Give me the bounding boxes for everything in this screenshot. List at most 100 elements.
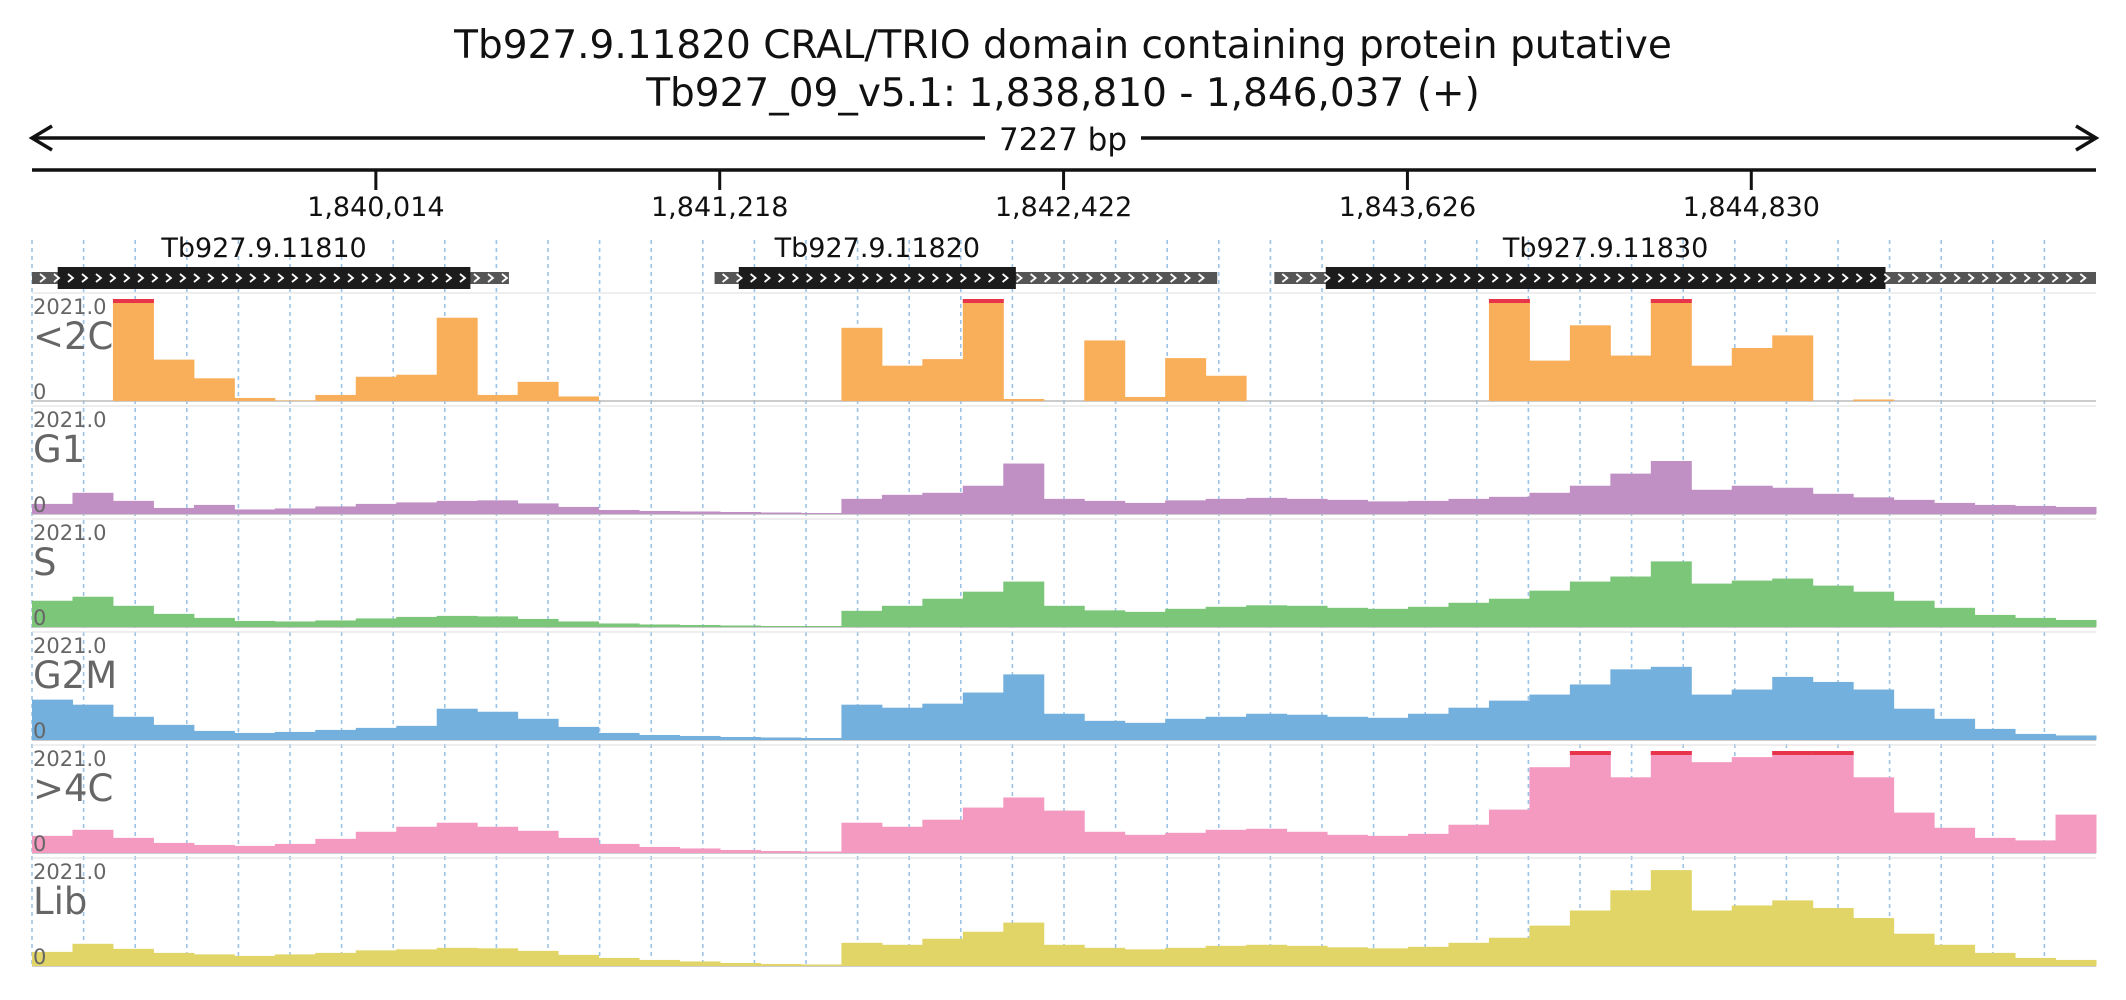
strand-arrow (834, 273, 842, 283)
strand-arrow (375, 273, 383, 283)
strand-arrow (1785, 273, 1793, 283)
coverage-bar-5-18 (760, 963, 802, 966)
coverage-bar-5-15 (639, 959, 681, 966)
strand-arrow (1142, 273, 1150, 283)
coverage-bar-0-39 (1610, 355, 1652, 401)
coverage-bar-1-40 (1650, 461, 1692, 514)
coverage-bar-3-16 (679, 735, 721, 740)
coverage-bar-4-37 (1529, 767, 1571, 853)
track-min-label-2: 0 (33, 606, 46, 630)
track-name-3: G2M (33, 654, 117, 697)
coverage-bar-4-20 (841, 822, 883, 853)
strand-arrow (1757, 273, 1765, 283)
coverage-bar-3-23 (962, 692, 1004, 740)
gene-1: Tb927.9.11820 (714, 233, 1218, 289)
coverage-bar-4-0 (32, 835, 73, 853)
coverage-bar-5-37 (1529, 925, 1571, 966)
coverage-bar-5-36 (1488, 937, 1530, 966)
coverage-bar-2-34 (1408, 606, 1449, 627)
coverage-bar-1-0 (32, 503, 73, 514)
coverage-bar-2-32 (1327, 607, 1369, 627)
coverage-bar-1-42 (1731, 485, 1773, 514)
strand-arrow (1114, 273, 1122, 283)
coverage-bar-2-19 (800, 625, 842, 627)
coverage-bar-1-39 (1610, 473, 1652, 514)
strand-arrow (1813, 273, 1821, 283)
coverage-bar-3-26 (1084, 720, 1126, 740)
coverage-bar-0-4 (193, 378, 235, 401)
coverage-bar-3-27 (1124, 722, 1166, 740)
coverage-bar-0-41 (1691, 365, 1733, 401)
strand-arrow (1953, 273, 1961, 283)
coverage-bar-3-28 (1165, 718, 1207, 740)
strand-arrow (1533, 273, 1541, 283)
coverage-bar-0-29 (1205, 375, 1247, 401)
track-min-label-0: 0 (33, 380, 46, 404)
coverage-bar-0-26 (1084, 340, 1126, 401)
coverage-bar-5-14 (598, 957, 640, 966)
coverage-bar-2-50 (2055, 619, 2097, 627)
coverage-bar-4-48 (1974, 837, 2016, 853)
coverage-bar-2-13 (558, 621, 600, 627)
coverage-bar-2-31 (1286, 605, 1328, 627)
strand-arrow (459, 273, 467, 283)
coverage-bar-3-8 (355, 727, 397, 740)
coverage-bar-1-2 (112, 500, 154, 514)
strand-arrow (235, 273, 243, 283)
coverage-tracks: 2021.0<2C02021.0G102021.0S02021.0G2M0202… (32, 292, 2097, 969)
coverage-bar-0-6 (274, 400, 316, 401)
coverage-bar-2-25 (1043, 605, 1085, 627)
coverage-bar-4-29 (1205, 829, 1247, 853)
coverage-bar-3-3 (153, 724, 195, 740)
coverage-bar-2-42 (1731, 580, 1773, 627)
coverage-bar-3-0 (32, 699, 73, 740)
strand-arrow (501, 273, 509, 283)
span-label: 7227 bp (999, 122, 1127, 158)
coverage-bar-3-22 (922, 703, 964, 740)
strand-arrow (39, 273, 47, 283)
coverage-bar-5-5 (234, 955, 276, 966)
coverage-bar-5-2 (112, 948, 154, 966)
strand-arrow (1911, 273, 1919, 283)
coverage-bar-3-5 (234, 732, 276, 740)
coverage-bar-3-33 (1367, 717, 1409, 740)
gene-0: Tb927.9.11810 (32, 233, 509, 289)
coverage-bar-4-2 (112, 837, 154, 853)
coverage-bar-0-8 (355, 376, 397, 401)
coverage-bar-1-15 (639, 510, 681, 514)
strand-arrow (1463, 273, 1471, 283)
coverage-bar-1-18 (760, 512, 802, 514)
strand-arrow (305, 273, 313, 283)
strand-arrow (249, 273, 257, 283)
coverage-bar-5-27 (1124, 949, 1166, 966)
strand-arrow (1603, 273, 1611, 283)
coverage-bar-5-19 (800, 964, 842, 966)
coverage-bar-3-30 (1246, 713, 1288, 740)
x-tick-label-2: 1,842,422 (995, 192, 1132, 223)
coverage-bar-3-12 (517, 718, 559, 740)
strand-arrow (1407, 273, 1415, 283)
coverage-bar-4-18 (760, 850, 802, 853)
coverage-bar-3-13 (558, 726, 600, 740)
strand-arrow (487, 273, 495, 283)
strand-arrow (1701, 273, 1709, 283)
coverage-bar-2-4 (193, 617, 235, 627)
strand-arrow (1449, 273, 1457, 283)
coverage-bar-0-13 (558, 396, 600, 401)
strand-arrow (764, 273, 772, 283)
strand-arrow (960, 273, 968, 283)
track-name-4: >4C (33, 767, 113, 810)
coverage-bar-5-44 (1812, 907, 1854, 966)
coverage-bar-1-38 (1569, 485, 1611, 514)
coverage-bar-2-33 (1367, 608, 1409, 627)
strand-arrow (1184, 273, 1192, 283)
coverage-bar-1-41 (1691, 489, 1733, 514)
track-max-label-4: 2021.0 (33, 747, 106, 771)
strand-arrow (277, 273, 285, 283)
strand-arrow (1393, 273, 1401, 283)
strand-arrow (792, 273, 800, 283)
strand-arrow (1869, 273, 1877, 283)
chart-title: Tb927.9.11820 CRAL/TRIO domain containin… (453, 23, 1672, 68)
coverage-bar-3-47 (1934, 718, 1976, 740)
